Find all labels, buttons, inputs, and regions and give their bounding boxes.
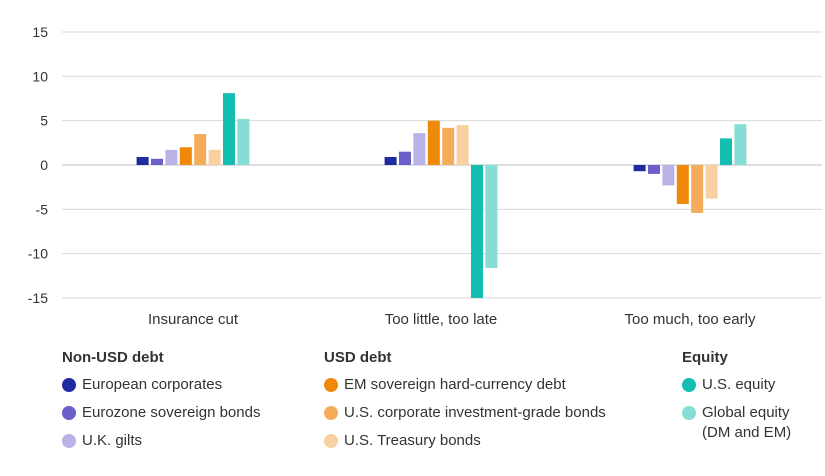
y-tick-label: -10 bbox=[28, 246, 48, 262]
bar bbox=[442, 127, 455, 165]
bar bbox=[151, 158, 163, 165]
x-category-label: Insurance cut bbox=[148, 311, 239, 328]
y-tick-label: 5 bbox=[40, 113, 48, 129]
bar bbox=[399, 151, 411, 165]
y-tick-label: -15 bbox=[28, 290, 48, 306]
bar bbox=[413, 133, 426, 165]
legend-item-us-equity: U.S. equity bbox=[682, 375, 791, 403]
bar bbox=[676, 165, 689, 204]
bars bbox=[136, 93, 747, 298]
bar bbox=[705, 165, 718, 199]
bar bbox=[223, 93, 235, 165]
legend-label: U.K. gilts bbox=[82, 432, 143, 449]
x-axis-category-labels: Insurance cut Too little, too late Too muc… bbox=[148, 311, 756, 328]
bar bbox=[662, 165, 675, 186]
legend-swatch-us-equity bbox=[682, 378, 696, 392]
bar bbox=[136, 157, 149, 165]
legend-swatch-global-equity bbox=[682, 406, 696, 420]
bar-chart: 15 10 5 0 -5 -10 -15 Insurance cut Too little, … bbox=[28, 24, 822, 328]
y-axis-tick-labels: 15 10 5 0 -5 -10 -15 bbox=[28, 24, 48, 306]
y-tick-label: 10 bbox=[32, 68, 48, 84]
legend-label: U.S. equity bbox=[702, 376, 776, 393]
legend-item-us-corporate-investment-grade-bonds: U.S. corporate investment-grade bonds bbox=[324, 403, 606, 431]
legend-swatch-em-sovereign-hard-currency-debt bbox=[324, 378, 338, 392]
bar bbox=[691, 165, 704, 213]
legend-label: European corporates bbox=[82, 376, 223, 393]
bar bbox=[165, 149, 178, 165]
bar bbox=[485, 165, 498, 268]
bar bbox=[194, 134, 207, 165]
bar bbox=[633, 165, 646, 172]
legend-group-title: Non-USD debt bbox=[62, 349, 164, 366]
bar bbox=[720, 138, 732, 165]
x-category-label: Too little, too late bbox=[385, 311, 498, 328]
bar bbox=[471, 165, 483, 298]
legend-group-equity: Equity U.S. equity Global equity (DM and… bbox=[682, 348, 791, 445]
y-tick-label: -5 bbox=[36, 201, 49, 217]
bar bbox=[648, 165, 660, 174]
bar bbox=[237, 118, 250, 165]
legend-swatch-uk-gilts bbox=[62, 434, 76, 448]
legend-item-global-equity: Global equity (DM and EM) bbox=[682, 403, 791, 445]
legend-swatch-eurozone-sovereign-bonds bbox=[62, 406, 76, 420]
legend-item-em-sovereign-hard-currency-debt: EM sovereign hard-currency debt bbox=[324, 375, 606, 403]
legend-item-eurozone-sovereign-bonds: Eurozone sovereign bonds bbox=[62, 403, 260, 431]
legend-item-uk-gilts: U.K. gilts bbox=[62, 431, 260, 459]
legend-item-european-corporates: European corporates bbox=[62, 375, 260, 403]
legend-swatch-us-treasury-bonds bbox=[324, 434, 338, 448]
legend-group-usd-debt: USD debt EM sovereign hard-currency debt… bbox=[324, 348, 606, 459]
legend-group-title: USD debt bbox=[324, 349, 392, 366]
legend-swatch-us-corporate-investment-grade-bonds bbox=[324, 406, 338, 420]
bar bbox=[734, 124, 747, 165]
legend-label: Eurozone sovereign bonds bbox=[82, 404, 261, 421]
legend-label: U.S. corporate investment-grade bonds bbox=[344, 404, 606, 421]
legend: Non-USD debt European corporates Eurozon… bbox=[0, 348, 825, 476]
legend-swatch-european-corporates bbox=[62, 378, 76, 392]
bar bbox=[456, 125, 469, 165]
legend-item-us-treasury-bonds: U.S. Treasury bonds bbox=[324, 431, 606, 459]
legend-label: Global equity (DM and EM) bbox=[702, 404, 792, 441]
bar bbox=[208, 149, 221, 165]
bar bbox=[384, 157, 397, 165]
y-tick-label: 15 bbox=[32, 24, 48, 40]
legend-group-non-usd-debt: Non-USD debt European corporates Eurozon… bbox=[62, 348, 260, 459]
legend-label: U.S. Treasury bonds bbox=[344, 432, 481, 449]
legend-label: EM sovereign hard-currency debt bbox=[344, 376, 566, 393]
bar bbox=[179, 147, 192, 165]
bar bbox=[427, 120, 440, 165]
legend-group-title: Equity bbox=[682, 349, 728, 366]
y-tick-label: 0 bbox=[40, 157, 48, 173]
x-category-label: Too much, too early bbox=[625, 311, 756, 328]
